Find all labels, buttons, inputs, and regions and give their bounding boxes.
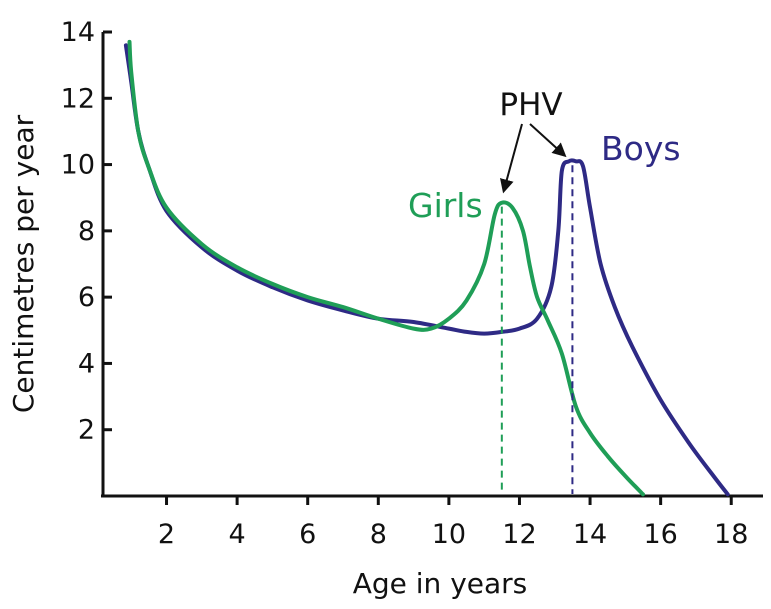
- chart-marks: 2 4 6 8 10 12 14 16 18 2 4 6 8 10 12 14: [61, 17, 763, 550]
- x-tick-label-16: 16: [643, 519, 677, 550]
- x-tick-label-18: 18: [714, 519, 748, 550]
- y-tick-label-2: 2: [78, 415, 95, 446]
- phv-arrow-girls: [500, 123, 523, 194]
- phv-annotation-label: PHV: [499, 87, 562, 123]
- x-tick-label-12: 12: [502, 519, 536, 550]
- boys-series-line: [123, 43, 730, 497]
- y-tick-label-12: 12: [61, 83, 95, 114]
- girls-series-label: Girls: [408, 186, 483, 225]
- boys-series-label: Boys: [601, 129, 681, 168]
- x-tick-label-14: 14: [573, 519, 607, 550]
- x-tick-label-8: 8: [370, 519, 387, 550]
- y-tick-label-6: 6: [78, 282, 95, 313]
- phv-arrow-boys: [529, 123, 567, 158]
- x-tick-label-10: 10: [432, 519, 466, 550]
- x-tick-label-2: 2: [158, 519, 175, 550]
- y-axis-label: Centimetres per year: [7, 114, 40, 413]
- girls-series-line: [127, 39, 645, 497]
- x-tick-label-6: 6: [299, 519, 316, 550]
- x-tick-label-4: 4: [229, 519, 246, 550]
- x-axis-label: Age in years: [353, 567, 528, 600]
- y-tick-label-8: 8: [78, 216, 95, 247]
- y-tick-label-10: 10: [61, 150, 95, 181]
- y-tick-label-14: 14: [61, 17, 95, 48]
- y-tick-label-4: 4: [78, 348, 95, 379]
